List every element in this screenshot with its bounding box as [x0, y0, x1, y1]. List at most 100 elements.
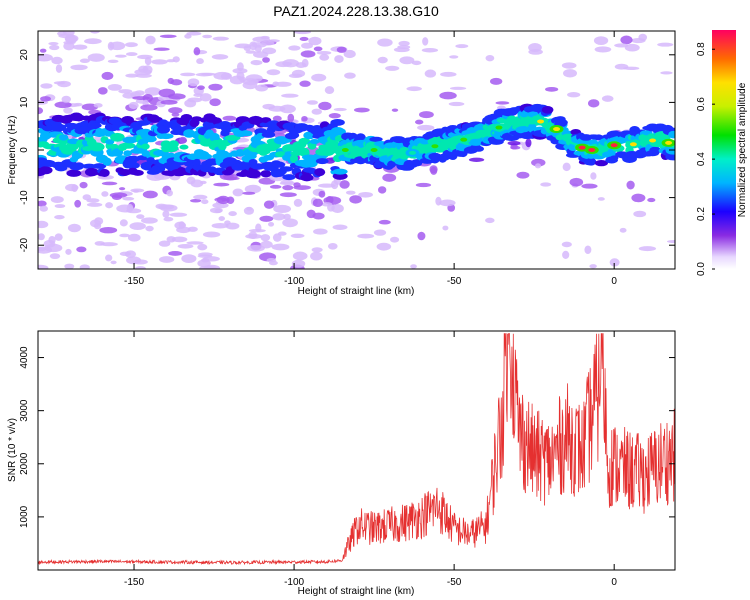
- spectrum-blob: [540, 182, 552, 187]
- spectrum-blob: [100, 242, 118, 247]
- spectrum-blob: [398, 40, 410, 47]
- spectrum-blob: [321, 202, 333, 207]
- spectrum-blob: [125, 162, 140, 169]
- spectrum-blob: [89, 219, 102, 228]
- spectrum-blob: [158, 204, 175, 210]
- spectrum-blob: [127, 233, 141, 242]
- x-tick-label: -50: [447, 577, 462, 588]
- spectrum-blob: [236, 62, 244, 72]
- spectrum-blob: [277, 231, 287, 236]
- spectrum-blob: [332, 224, 348, 230]
- spectrum-blob: [211, 54, 229, 60]
- spectrum-blob: [391, 108, 399, 112]
- y-tick-label: 20: [19, 49, 30, 61]
- spectrum-blob: [614, 43, 629, 48]
- spectrum-blob: [282, 62, 293, 66]
- x-tick-label: -150: [124, 577, 144, 588]
- spectrum-blob: [287, 113, 295, 123]
- spectrum-blob: [202, 34, 213, 39]
- spectrum-hotspot: [649, 138, 657, 143]
- spectrogram-y-ticks: -20 -10 0 10 20: [19, 49, 675, 252]
- spectrum-blob: [74, 114, 84, 122]
- spectrum-blob: [332, 168, 348, 175]
- spectrum-blob: [593, 36, 609, 46]
- spectrum-blob: [310, 251, 323, 261]
- snr-frame: [37, 330, 676, 571]
- spectrum-blob: [125, 52, 138, 57]
- spectrum-hotspot: [341, 148, 349, 152]
- spectrum-blob: [198, 252, 213, 257]
- spectrum-blob: [411, 60, 422, 66]
- spectrum-blob: [229, 75, 245, 85]
- spectrum-blob: [200, 180, 207, 185]
- spectrum-blob: [135, 266, 146, 269]
- spectrum-blob: [507, 140, 521, 146]
- spectrum-blob: [263, 200, 275, 209]
- spectrum-blob: [295, 62, 307, 68]
- spectrum-blob: [40, 83, 53, 89]
- spectrum-blob: [222, 115, 237, 121]
- spectrum-blob: [299, 80, 311, 87]
- spectrum-blob: [122, 92, 137, 99]
- spectrum-blob: [545, 86, 559, 92]
- spectrum-blob: [226, 196, 235, 205]
- spectrum-blob: [260, 117, 272, 123]
- spectrum-blob: [141, 143, 150, 150]
- spectrum-blob: [70, 64, 88, 71]
- spectrum-blob: [468, 157, 485, 162]
- spectrum-blob: [430, 166, 438, 175]
- spectrum-blob: [82, 194, 92, 201]
- spectrum-hotspot: [588, 148, 596, 152]
- colorbar-label: Normalized spectral amplitude: [737, 82, 748, 217]
- spectrum-blob: [126, 203, 134, 213]
- snr-series: [38, 333, 675, 566]
- spectrum-blob: [171, 236, 188, 243]
- spectrum-blob: [196, 58, 204, 65]
- spectrum-blob: [209, 98, 221, 107]
- spectrum-blob: [272, 161, 286, 168]
- spectrum-blob: [63, 31, 75, 37]
- spectrum-blob: [299, 36, 309, 42]
- spectrum-blob: [82, 163, 97, 169]
- spectrum-blob: [300, 174, 314, 182]
- spectrum-blob: [49, 44, 60, 51]
- spectrum-blob: [142, 190, 158, 199]
- spectrum-blob: [268, 221, 275, 227]
- spectrum-blob: [209, 132, 220, 142]
- figure-title: PAZ1.2024.228.13.38.G10: [273, 3, 439, 19]
- spectrum-blob: [63, 107, 73, 114]
- spectrum-hotspot: [553, 127, 561, 132]
- spectrum-blob: [283, 213, 291, 220]
- spectrum-blob: [567, 92, 581, 98]
- spectrum-blob: [266, 69, 281, 76]
- spectrum-blob: [282, 185, 294, 191]
- spectrum-blob: [357, 233, 375, 239]
- spectrum-blob: [102, 157, 112, 166]
- colorbar-gradient: [712, 30, 736, 269]
- spectrum-blob: [562, 250, 570, 259]
- spectrum-blob: [569, 177, 584, 187]
- spectrum-blob: [107, 84, 123, 91]
- spectrum-blob: [193, 194, 208, 200]
- spectrum-blob: [39, 205, 48, 212]
- spectrum-blob: [246, 206, 253, 211]
- spectrum-blob: [101, 191, 109, 197]
- spectrum-blob: [282, 144, 296, 152]
- spectrum-blob: [145, 35, 156, 45]
- spectrum-blob: [332, 172, 348, 180]
- spectrum-blob: [298, 137, 311, 145]
- spectrum-blob: [638, 246, 657, 252]
- spectrum-blob: [624, 43, 640, 52]
- spectrum-blob: [170, 79, 183, 86]
- spectrum-blob: [197, 243, 208, 251]
- spectrum-blob: [657, 42, 674, 47]
- spectrum-blob: [38, 107, 44, 115]
- spectrum-blob: [299, 147, 310, 157]
- spectrum-blob: [421, 47, 439, 53]
- spectrum-blob: [449, 86, 467, 90]
- spectrum-blob: [251, 42, 267, 48]
- spectrogram-heatmap: [38, 31, 675, 269]
- spectrum-blob: [317, 183, 336, 188]
- spectrum-blob: [50, 196, 64, 204]
- spectrum-blob: [312, 212, 325, 220]
